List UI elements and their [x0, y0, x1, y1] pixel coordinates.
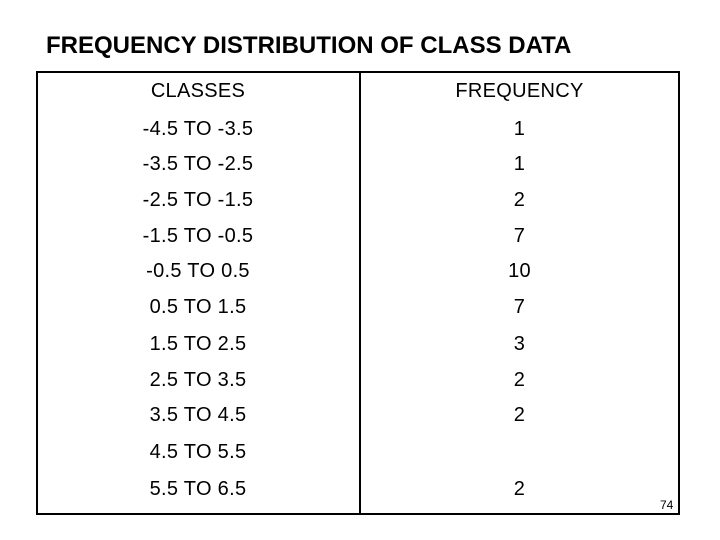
class-cell: -0.5 TO 0.5	[146, 260, 250, 282]
frequency-table	[36, 71, 680, 515]
class-cell: 1.5 TO 2.5	[149, 333, 247, 355]
frequency-cell: 7	[513, 225, 526, 247]
class-cell: -3.5 TO -2.5	[142, 153, 254, 175]
column-divider	[359, 71, 361, 515]
page-number: 74	[660, 498, 674, 512]
class-cell: 0.5 TO 1.5	[149, 296, 247, 318]
slide-title: FREQUENCY DISTRIBUTION OF CLASS DATA	[46, 32, 572, 59]
header-classes: CLASSES	[150, 80, 246, 102]
frequency-cell: 10	[508, 260, 531, 282]
class-cell: -1.5 TO -0.5	[142, 225, 254, 247]
class-cell: 3.5 TO 4.5	[149, 404, 247, 426]
frequency-cell: 7	[513, 296, 526, 318]
class-cell: -2.5 TO -1.5	[142, 189, 254, 211]
class-cell: 4.5 TO 5.5	[149, 441, 247, 463]
header-frequency: FREQUENCY	[455, 80, 584, 102]
frequency-cell: 2	[513, 404, 526, 426]
frequency-cell: 3	[513, 333, 526, 355]
class-cell: 5.5 TO 6.5	[149, 478, 247, 500]
class-cell: 2.5 TO 3.5	[149, 369, 247, 391]
frequency-cell: 1	[513, 153, 526, 175]
class-cell: -4.5 TO -3.5	[142, 118, 254, 140]
frequency-cell: 2	[513, 189, 526, 211]
frequency-cell: 1	[513, 118, 526, 140]
frequency-cell: 2	[513, 369, 526, 391]
frequency-cell: 2	[513, 478, 526, 500]
